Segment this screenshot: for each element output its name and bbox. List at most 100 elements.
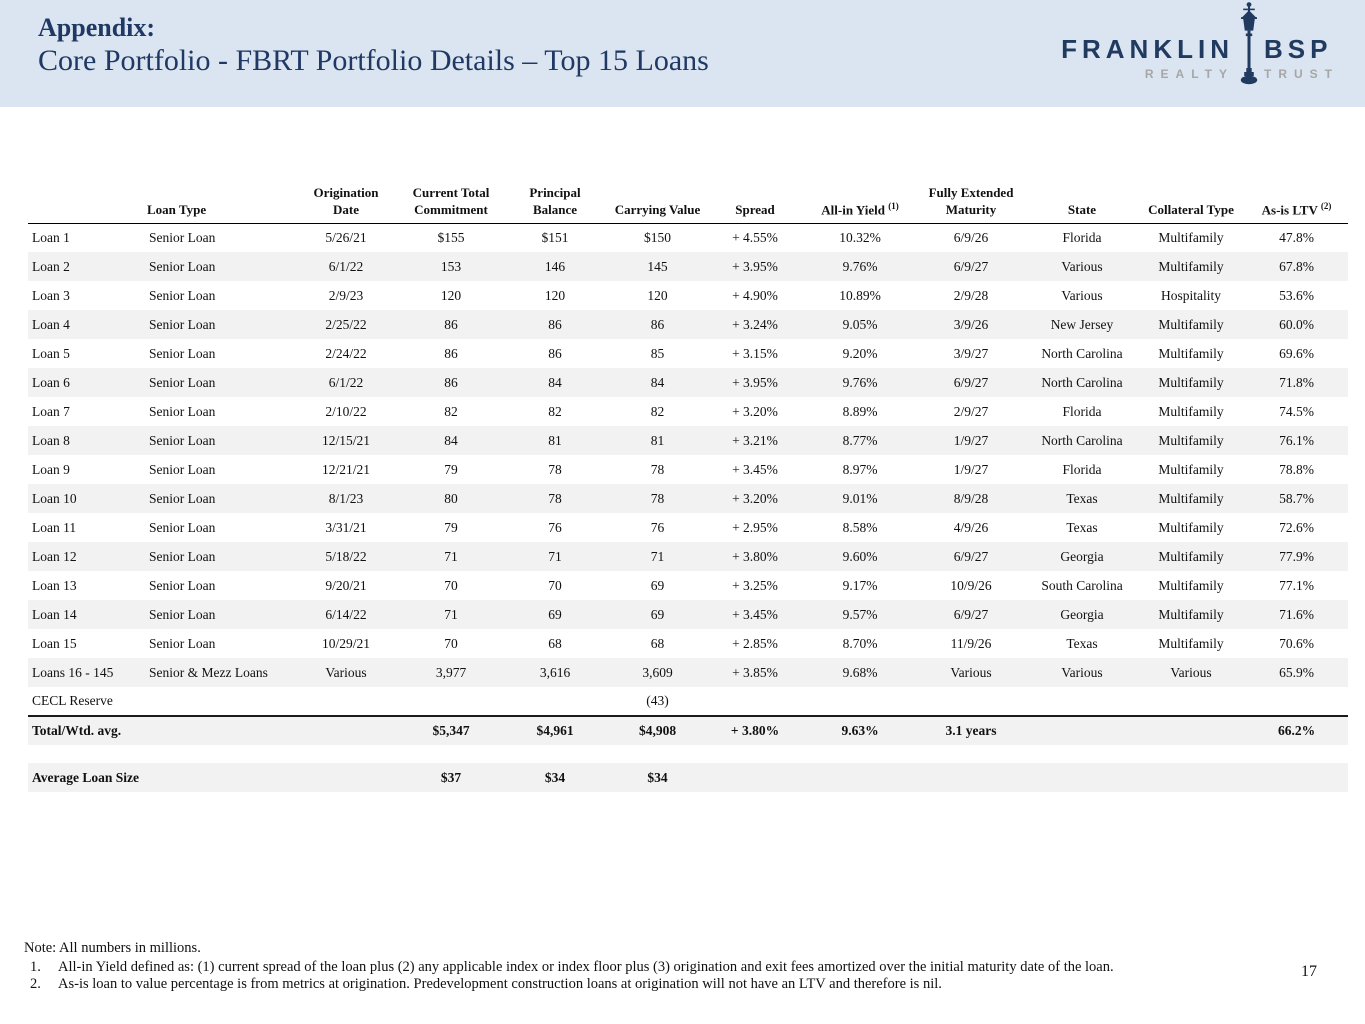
table-cell: 68 xyxy=(548,635,562,651)
table-cell: 47.8% xyxy=(1279,230,1314,246)
table-cell: 10.89% xyxy=(839,287,881,303)
table-cell: Multifamily xyxy=(1158,258,1224,274)
col-header-fully-extended-maturity: Fully Extended Maturity xyxy=(915,183,1027,224)
table-cell: $34 xyxy=(544,769,566,785)
table-cell: $4,961 xyxy=(536,723,574,739)
table-row: Loan 15 Senior Loan 10/29/21 70 68 68 + … xyxy=(28,629,1348,658)
col-header-state: State xyxy=(1027,183,1137,224)
table-cell: Loan 13 xyxy=(32,577,77,593)
table-cell: + 3.15% xyxy=(732,345,778,361)
table-cell xyxy=(705,763,805,792)
table-header-row: Loan Type Origination Date Current Total C… xyxy=(28,183,1348,224)
table-cell: 82 xyxy=(444,403,458,419)
table-cell: 70 xyxy=(548,577,562,593)
table-cell xyxy=(500,687,610,718)
table-cell: 3.1 years xyxy=(945,723,997,739)
table-cell xyxy=(1027,716,1137,745)
table-cell: 81 xyxy=(548,432,562,448)
table-cell: 85 xyxy=(650,345,665,361)
table-cell: Multifamily xyxy=(1158,461,1224,477)
table-cell: 1/9/27 xyxy=(953,461,989,477)
table-cell: Multifamily xyxy=(1158,635,1224,651)
logo-text-franklin: FRANKLIN xyxy=(1061,34,1234,64)
table-cell: Average Loan Size xyxy=(32,769,139,785)
footnote-1: 1. All-in Yield defined as: (1) current … xyxy=(24,959,1279,976)
table-cell: Loan 15 xyxy=(32,635,77,651)
table-cell: Loan 8 xyxy=(32,432,70,448)
table-cell: 71.6% xyxy=(1279,606,1314,622)
table-cell: Texas xyxy=(1066,490,1098,506)
table-cell: Senior Loan xyxy=(149,548,216,564)
table-cell: Multifamily xyxy=(1158,345,1224,361)
logo-text-trust: TRUST xyxy=(1264,67,1339,81)
col-header-loan xyxy=(28,183,145,224)
table-cell: Total/Wtd. avg. xyxy=(32,723,122,739)
table-cell: North Carolina xyxy=(1041,432,1123,448)
col-header-principal-balance: Principal Balance xyxy=(500,183,610,224)
table-cell: 1/9/27 xyxy=(953,432,989,448)
logo-gap xyxy=(1234,2,1264,85)
page-number: 17 xyxy=(1301,963,1317,980)
table-cell: Various xyxy=(1170,664,1212,680)
table-cell: Multifamily xyxy=(1158,230,1224,246)
table-cell: 10/9/26 xyxy=(950,577,992,593)
table-cell: + 3.45% xyxy=(732,461,778,477)
table-cell: (43) xyxy=(610,687,705,718)
table-cell xyxy=(145,716,290,745)
footnote-1-text: All-in Yield defined as: (1) current spr… xyxy=(58,959,1114,976)
table-cell xyxy=(290,763,402,792)
table-cell: Various xyxy=(325,664,367,680)
table-cell: 5/18/22 xyxy=(325,548,367,564)
table-cell: $151 xyxy=(541,230,569,246)
table-row: Average Loan Size $37 $34 $34 xyxy=(28,763,1348,793)
table-cell: 82 xyxy=(650,403,665,419)
table-cell: 69.6% xyxy=(1279,345,1314,361)
loan-details-table: Loan Type Origination Date Current Total C… xyxy=(28,183,1348,793)
title-prefix: Appendix: xyxy=(38,13,156,42)
col-header-collateral-type: Collateral Type xyxy=(1137,183,1245,224)
table-cell: 10.32% xyxy=(839,230,881,246)
table-cell: + 3.95% xyxy=(732,374,778,390)
table-cell: 80 xyxy=(444,490,458,506)
table-cell: Senior Loan xyxy=(149,316,216,332)
table-cell: Multifamily xyxy=(1158,548,1224,564)
table-cell: 2/10/22 xyxy=(325,403,367,419)
table-cell xyxy=(705,687,805,718)
table-cell: 58.7% xyxy=(1279,490,1314,506)
table-cell: 3/31/21 xyxy=(325,519,367,535)
footnote-2-number: 2. xyxy=(30,976,41,993)
table-cell: 78 xyxy=(548,490,562,506)
table-row: Loan 14 Senior Loan 6/14/22 71 69 69 + 3… xyxy=(28,600,1348,630)
table-cell: 9.76% xyxy=(842,258,878,274)
footnote-2-text: As-is loan to value percentage is from m… xyxy=(58,976,942,993)
table-cell: 3,616 xyxy=(539,664,571,680)
col-header-origination-date: Origination Date xyxy=(290,183,402,224)
table-cell: 9.76% xyxy=(842,374,878,390)
table-cell: Multifamily xyxy=(1158,316,1224,332)
table-cell: 9.68% xyxy=(842,664,878,680)
table-cell: 76.1% xyxy=(1279,432,1314,448)
table-row: Loan 4 Senior Loan 2/25/22 86 86 86 + 3.… xyxy=(28,310,1348,340)
spacer-row xyxy=(28,745,1348,764)
table-cell: 8.70% xyxy=(842,635,878,651)
table-cell: Loan 2 xyxy=(32,258,70,274)
table-cell: 86 xyxy=(444,345,458,361)
table-cell: 72.6% xyxy=(1279,519,1314,535)
table-cell: Loan 11 xyxy=(32,519,77,535)
table-cell: Senior & Mezz Loans xyxy=(149,664,268,680)
table-cell xyxy=(1245,687,1348,718)
table-cell xyxy=(402,687,500,718)
table-cell: 81 xyxy=(650,432,665,448)
table-cell: 5/26/21 xyxy=(325,230,367,246)
table-row: Loan 3 Senior Loan 2/9/23 120 120 120 + … xyxy=(28,281,1348,310)
table-row: Loan 7 Senior Loan 2/10/22 82 82 82 + 3.… xyxy=(28,397,1348,426)
table-cell: 12/15/21 xyxy=(321,432,370,448)
table-cell: Loan 3 xyxy=(32,287,70,303)
table-row: Total/Wtd. avg. $5,347 $4,961 $4,908 + 3… xyxy=(28,716,1348,746)
table-cell: 67.8% xyxy=(1279,258,1314,274)
table-cell: 6/9/26 xyxy=(953,230,989,246)
table-cell: 9/20/21 xyxy=(325,577,367,593)
table-cell: 11/9/26 xyxy=(950,635,992,651)
table-cell: Various xyxy=(1061,664,1103,680)
table-cell: Various xyxy=(1061,258,1103,274)
